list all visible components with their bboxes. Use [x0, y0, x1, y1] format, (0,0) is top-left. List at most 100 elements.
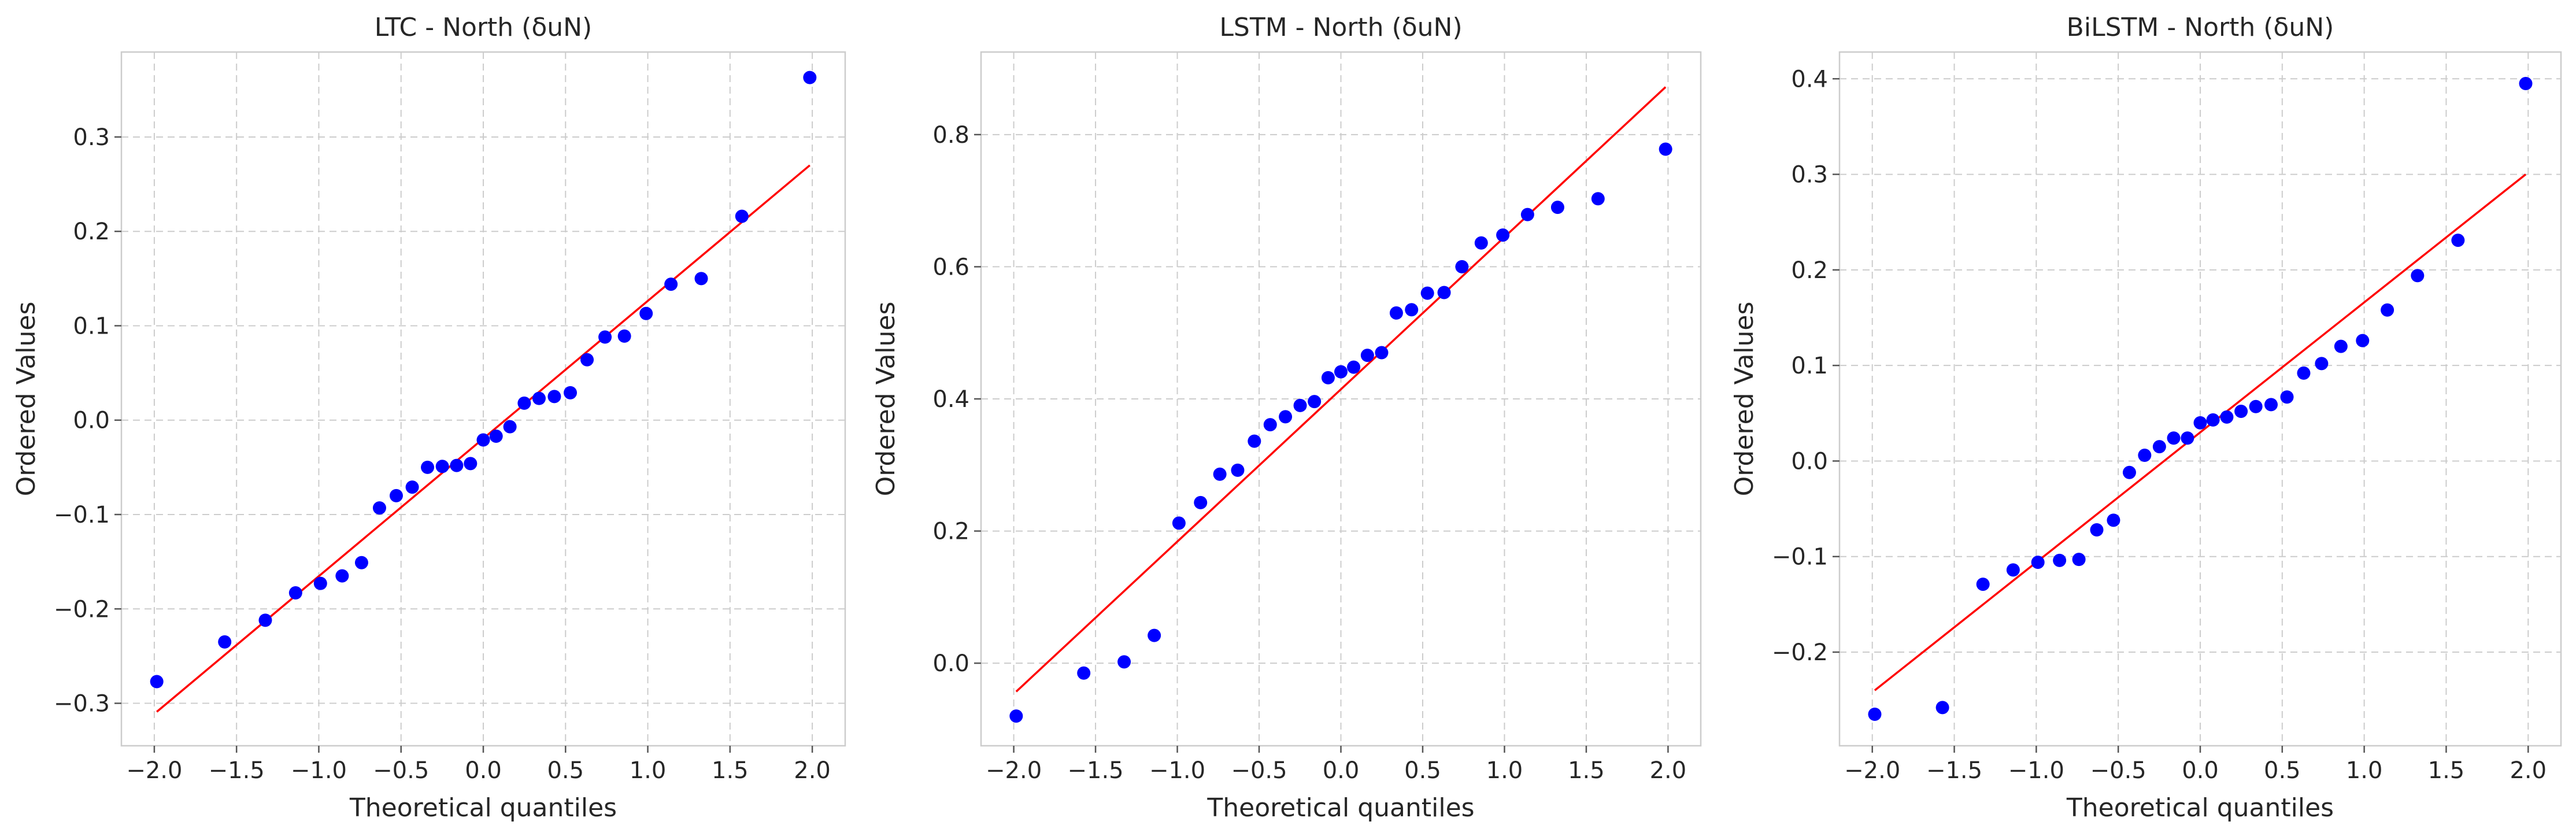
data-point	[2206, 413, 2220, 427]
data-point	[2411, 269, 2425, 283]
x-tick-label: 1.5	[2428, 757, 2465, 784]
data-point	[1437, 286, 1451, 299]
x-tick-label: 0.0	[1323, 757, 1360, 784]
x-tick-label: 0.5	[1404, 757, 1441, 784]
data-point	[2053, 553, 2067, 567]
y-tick-label: 0.2	[73, 219, 110, 245]
y-tick-label: 0.6	[932, 254, 969, 280]
y-tick-label: −0.1	[54, 502, 110, 528]
data-points	[1009, 142, 1672, 723]
data-point	[598, 330, 612, 344]
data-point	[2381, 303, 2394, 317]
data-point	[547, 390, 561, 404]
data-point	[2264, 398, 2278, 412]
x-axis-label: Theoretical quantiles	[2066, 793, 2334, 823]
y-tick-label: 0.4	[932, 386, 969, 413]
data-point	[1334, 365, 1348, 379]
data-point	[532, 391, 546, 405]
x-tick-label: −1.5	[1067, 757, 1123, 784]
y-axis-label: Ordered Values	[12, 302, 41, 497]
data-point	[2451, 234, 2465, 247]
data-point	[2193, 416, 2207, 430]
data-point	[372, 501, 386, 515]
data-point	[2249, 399, 2263, 413]
data-point	[564, 386, 578, 399]
data-point	[2334, 339, 2348, 353]
data-point	[1375, 346, 1389, 360]
y-tick-label: −0.2	[1772, 639, 1828, 666]
y-tick-label: 0.1	[73, 313, 110, 339]
x-tick-label: 1.0	[2346, 757, 2383, 784]
y-tick-label: −0.2	[54, 596, 110, 623]
data-point	[1420, 286, 1434, 300]
data-point	[1213, 467, 1227, 481]
data-point	[2280, 390, 2294, 404]
y-tick-label: 0.2	[1791, 257, 1828, 284]
data-point	[405, 480, 419, 494]
x-tick-label: 0.0	[2182, 757, 2219, 784]
data-point	[2234, 404, 2248, 418]
x-tick-label: 2.0	[1650, 757, 1687, 784]
data-point	[580, 353, 594, 367]
data-point	[1659, 142, 1672, 156]
y-tick-label: 0.0	[932, 650, 969, 677]
x-tick-label: 1.5	[712, 757, 749, 784]
data-point	[2031, 556, 2045, 569]
y-tick-label: 0.8	[932, 122, 969, 149]
x-tick-label: 2.0	[2510, 757, 2547, 784]
y-tick-label: 0.3	[1791, 162, 1828, 188]
data-point	[2167, 431, 2181, 445]
reference-line	[1015, 86, 1667, 693]
data-point	[421, 460, 435, 474]
data-point	[2152, 440, 2166, 454]
data-point	[664, 277, 678, 291]
data-points	[1868, 77, 2533, 721]
data-point	[639, 306, 653, 320]
y-axis-label: Ordered Values	[1730, 302, 1759, 497]
y-tick-label: −0.3	[54, 691, 110, 717]
data-point	[2297, 366, 2311, 380]
x-tick-label: 0.0	[465, 757, 502, 784]
data-point	[335, 569, 349, 583]
y-tick-label: 0.4	[1791, 66, 1828, 92]
qq-panel-3: −2.0 −1.5 −1.0 −0.5 0.0 0.5 1.0 1.5 2.0 −0.2 −0.1 0…	[1730, 13, 2562, 823]
grid-lines	[121, 52, 845, 746]
grid-lines	[1840, 52, 2561, 746]
data-point	[1279, 410, 1293, 424]
data-point	[1231, 463, 1245, 477]
data-point	[503, 420, 517, 434]
grid-lines	[981, 52, 1701, 746]
x-tick-label: 0.5	[547, 757, 584, 784]
reference-line	[1874, 173, 2527, 691]
x-tick-label: −2.0	[1844, 757, 1900, 784]
data-point	[150, 675, 164, 689]
data-point	[476, 433, 490, 447]
data-point	[1520, 208, 1534, 221]
data-point	[450, 458, 464, 472]
data-point	[617, 329, 631, 343]
data-point	[735, 209, 749, 223]
data-point	[1263, 418, 1277, 432]
data-point	[1474, 236, 1488, 250]
data-point	[288, 586, 302, 600]
x-tick-label: −1.5	[1926, 757, 1982, 784]
x-tick-label: −1.0	[1149, 757, 1205, 784]
x-tick-label: −0.5	[1231, 757, 1287, 784]
y-tick-label: 0.0	[1791, 448, 1828, 475]
data-point	[1976, 578, 1990, 591]
x-axis-label: Theoretical quantiles	[349, 793, 617, 823]
data-point	[517, 396, 531, 410]
x-tick-label: −2.0	[126, 757, 182, 784]
data-point	[2519, 77, 2533, 91]
data-point	[1009, 709, 1023, 723]
data-point	[2090, 523, 2104, 536]
y-tick-label: 0.1	[1791, 353, 1828, 379]
data-point	[1117, 655, 1131, 669]
data-point	[1550, 201, 1564, 214]
y-axis-label: Ordered Values	[871, 302, 901, 497]
y-tick-label: −0.1	[1772, 544, 1828, 571]
data-point	[2122, 465, 2136, 479]
data-point	[2181, 431, 2194, 445]
data-point	[2315, 357, 2329, 371]
data-point	[2356, 334, 2370, 347]
